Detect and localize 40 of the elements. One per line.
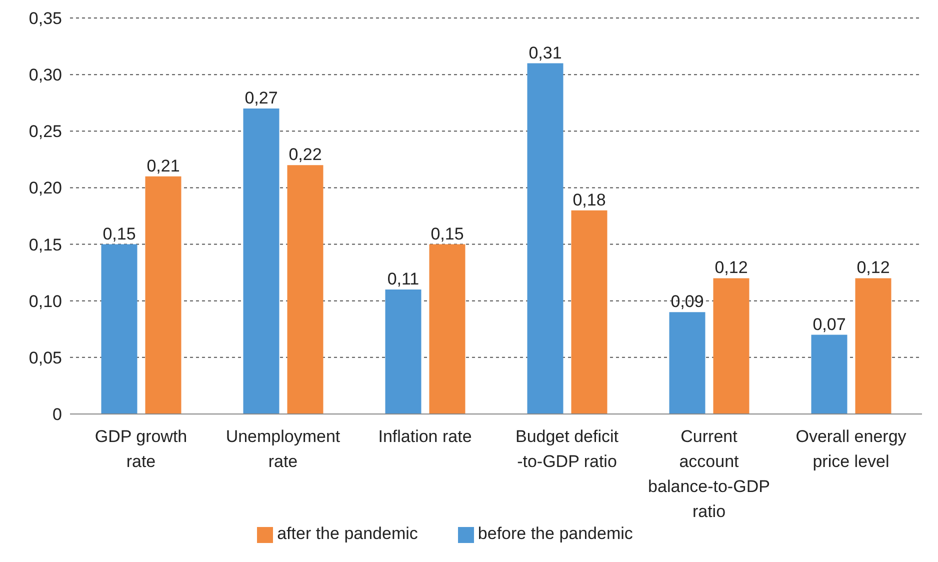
data-label: 0,12 — [714, 258, 748, 278]
bar — [811, 334, 848, 414]
bar — [527, 63, 564, 414]
y-tick-label: 0,35 — [28, 9, 62, 28]
data-label: 0,12 — [856, 258, 890, 278]
x-tick-label: Unemployment rate — [226, 427, 340, 471]
data-label: 0,15 — [430, 224, 464, 244]
data-label: 0,11 — [387, 270, 420, 289]
data-label: 0,22 — [288, 145, 322, 164]
data-label: 0,21 — [146, 156, 180, 176]
bar — [429, 244, 466, 414]
y-tick-label: 0,15 — [28, 235, 62, 254]
data-label: 0,18 — [572, 190, 606, 210]
bar — [287, 165, 324, 414]
x-tick-label: Overall energy price level — [796, 427, 907, 471]
legend-label: before the pandemic — [478, 524, 633, 543]
x-tick-label: GDP growth rate — [94, 427, 188, 471]
y-tick-label: 0,05 — [28, 348, 62, 368]
data-label: 0,09 — [670, 292, 704, 312]
data-label: 0,07 — [812, 314, 846, 334]
x-tick-label: Inflation rate — [378, 427, 472, 446]
bar — [713, 278, 750, 414]
bar — [669, 312, 706, 414]
bar — [385, 290, 422, 414]
bar — [145, 176, 182, 414]
y-tick-label: 0,25 — [28, 122, 62, 142]
y-tick-label: 0,20 — [28, 178, 62, 198]
y-tick-label: 0 — [52, 405, 62, 424]
bar — [571, 210, 608, 414]
bar — [101, 244, 138, 414]
y-tick-label: 0,30 — [28, 66, 62, 85]
data-label: 0,15 — [102, 224, 136, 244]
bar — [855, 278, 892, 414]
data-label: 0,27 — [244, 88, 278, 108]
legend-label: after the pandemic — [277, 524, 418, 543]
y-tick-label: 0,10 — [28, 292, 62, 311]
x-tick-label: Budget deficit -to-GDP ratio — [515, 427, 619, 471]
bar — [243, 108, 280, 414]
data-label: 0,31 — [528, 43, 562, 62]
x-tick-label: Current account balance-to-GDP ratio — [648, 427, 770, 521]
